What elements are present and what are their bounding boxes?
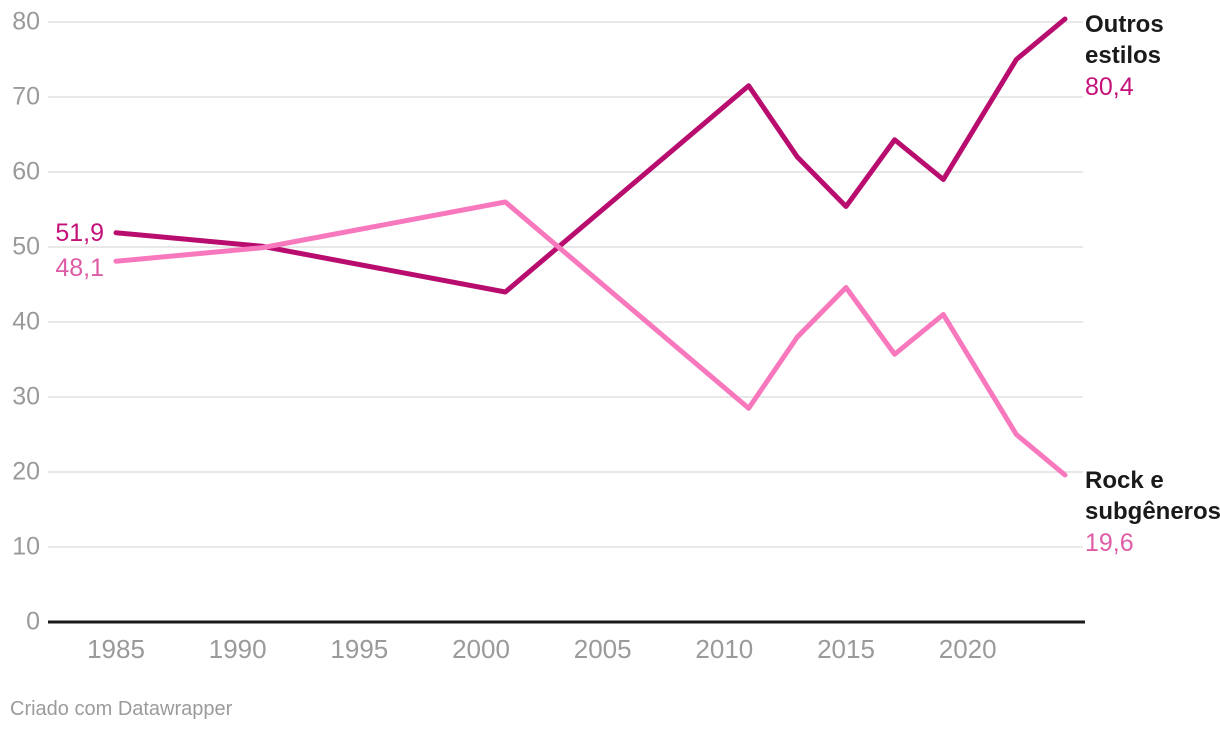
x-tick-label: 2005 xyxy=(573,634,632,664)
x-tick-label: 2015 xyxy=(817,634,875,664)
series-start-value-outros-estilos: 51,9 xyxy=(55,218,104,247)
x-tick-label: 2010 xyxy=(695,634,754,664)
series-start-value-rock: 48,1 xyxy=(55,254,104,283)
y-tick-label: 10 xyxy=(12,532,40,561)
y-tick-label: 70 xyxy=(12,82,40,111)
y-tick-label: 60 xyxy=(12,157,40,186)
datawrapper-credit-link[interactable]: Criado com Datawrapper xyxy=(10,698,233,720)
series-line-outros-estilos xyxy=(113,16,1068,295)
y-tick-label: 40 xyxy=(12,307,40,336)
y-tick-label: 30 xyxy=(12,382,40,411)
series-end-value-outros-estilos: 80,4 xyxy=(1085,73,1134,101)
x-tick-label: 1990 xyxy=(208,634,267,664)
x-tick-label: 2000 xyxy=(452,634,510,664)
x-tick-label: 1995 xyxy=(330,634,389,664)
x-tick-label: 2020 xyxy=(938,634,997,664)
series-line-rock xyxy=(113,199,1068,478)
series-name-rock: Rock e subgêneros xyxy=(1085,467,1220,525)
x-tick-label: 1985 xyxy=(87,634,145,664)
y-tick-label: 80 xyxy=(12,7,40,36)
series-end-value-rock: 19,6 xyxy=(1085,529,1134,557)
y-tick-label: 20 xyxy=(12,457,40,486)
series-end-label-outros-estilos: Outros estilos 80,4 xyxy=(1085,9,1220,102)
y-tick-label: 0 xyxy=(26,607,40,636)
series-end-label-rock: Rock e subgêneros 19,6 xyxy=(1085,465,1220,558)
y-tick-label: 50 xyxy=(12,232,40,261)
series-name-outros-estilos: Outros estilos xyxy=(1085,11,1164,69)
